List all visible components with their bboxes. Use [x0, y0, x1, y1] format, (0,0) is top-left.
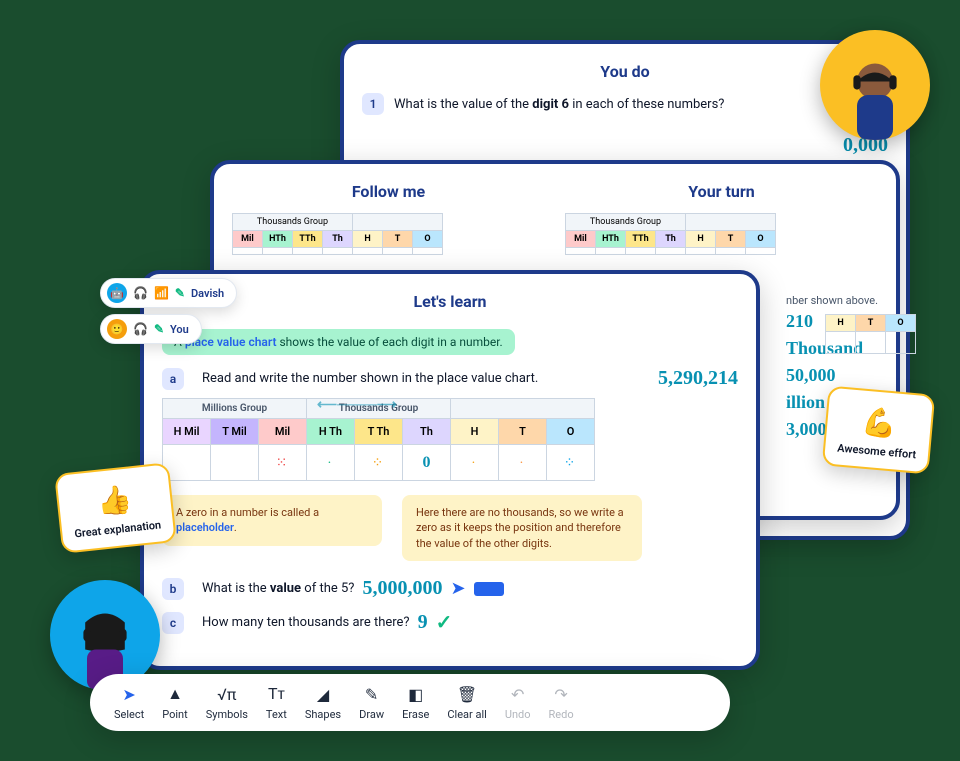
avatar-tutor [820, 30, 930, 140]
question-b-text: What is the value of the 5? [202, 581, 354, 596]
card-title: Your turn [565, 182, 878, 201]
thumbs-up-icon: 👍 [70, 480, 160, 522]
question-a-text: Read and write the number shown in the p… [202, 371, 538, 386]
tool-shapes[interactable]: ◢Shapes [305, 684, 341, 721]
symbols-icon: √π [217, 684, 236, 704]
card-title: Let's learn [162, 292, 738, 311]
note-zero-explanation: Here there are no thousands, so we write… [402, 495, 642, 561]
question-number-b: b [162, 578, 184, 600]
note-placeholder: A zero in a number is called a placehold… [162, 495, 382, 546]
participant-pill-you[interactable]: 🙂 🎧 ✎ You [100, 314, 202, 344]
handwritten-answer-c: 9 [418, 611, 428, 634]
question-number-1: 1 [362, 93, 384, 115]
participant-name: You [170, 323, 189, 336]
redo-icon: ↷ [554, 684, 567, 704]
text-icon: Tᴛ [268, 684, 285, 704]
intro-callout: A place value chart shows the value of e… [162, 329, 515, 355]
participant-pill-davish[interactable]: 🤖 🎧 📶 ✎ Davish [100, 278, 237, 308]
tool-select[interactable]: ➤Select [114, 684, 144, 721]
card-title: You do [362, 62, 888, 81]
select-icon: ➤ [122, 684, 135, 704]
question-number-a: a [162, 368, 184, 390]
clear all-icon: 🗑 [457, 684, 477, 704]
drawing-toolbar: ➤Select ▲Point √πSymbols TᴛText ◢Shapes ✎Draw… [90, 674, 730, 731]
praise-card-great-explanation: 👍 Great explanation [54, 462, 177, 554]
mini-pv-table-right: Thousands Group MilHThTThThHTO [565, 213, 776, 255]
place-value-table: Millions Group Thousands Group ⟵────⟶ H … [162, 398, 595, 481]
draw-icon: ✎ [365, 684, 378, 704]
tool-redo[interactable]: ↷Redo [549, 684, 574, 721]
handwritten-answer-a: 5,290,214 [658, 367, 738, 390]
tool-erase[interactable]: ◧Erase [402, 684, 429, 721]
handwritten-answer-b: 5,000,000 [362, 577, 442, 600]
tool-clear-all[interactable]: 🗑Clear all [447, 684, 486, 721]
tool-symbols[interactable]: √πSymbols [206, 684, 248, 721]
tool-text[interactable]: TᴛText [266, 684, 287, 721]
shapes-icon: ◢ [317, 684, 329, 704]
mini-pv-table-left: Thousands Group MilHThTThThHTO [232, 213, 443, 255]
pencil-icon: ✎ [154, 322, 164, 336]
headset-icon: 🎧 [133, 322, 148, 336]
point-icon: ▲ [167, 684, 183, 704]
card-title: Follow me [232, 182, 545, 201]
tool-draw[interactable]: ✎Draw [359, 684, 384, 721]
pencil-icon: ✎ [175, 286, 185, 300]
wifi-icon: 📶 [154, 286, 169, 300]
mini-hto-table: HTO [825, 314, 916, 354]
question-number-c: c [162, 612, 184, 634]
erase-icon: ◧ [408, 684, 423, 704]
undo-icon: ↶ [511, 684, 524, 704]
question-c-text: How many ten thousands are there? [202, 615, 410, 630]
tool-point[interactable]: ▲Point [162, 684, 188, 721]
cursor-tooltip [474, 582, 504, 596]
headset-icon: 🎧 [133, 286, 148, 300]
tool-undo[interactable]: ↶Undo [505, 684, 531, 721]
question-text: What is the value of the digit 6 in each… [394, 97, 724, 112]
card-lets-learn: Let's learn A place value chart shows th… [140, 270, 760, 670]
flex-icon: 💪 [838, 403, 920, 443]
participant-name: Davish [191, 287, 224, 300]
praise-card-awesome-effort: 💪 Awesome effort [822, 385, 936, 474]
